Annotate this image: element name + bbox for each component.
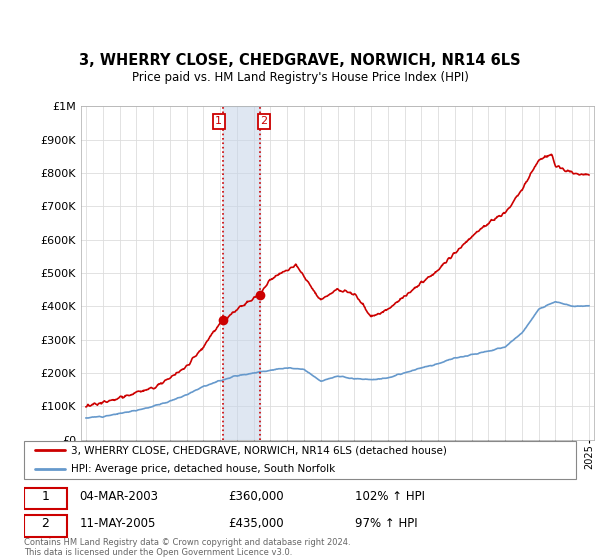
FancyBboxPatch shape xyxy=(24,441,576,479)
Text: 3, WHERRY CLOSE, CHEDGRAVE, NORWICH, NR14 6LS: 3, WHERRY CLOSE, CHEDGRAVE, NORWICH, NR1… xyxy=(79,53,521,68)
Bar xyxy=(223,106,260,440)
Text: Price paid vs. HM Land Registry's House Price Index (HPI): Price paid vs. HM Land Registry's House … xyxy=(131,71,469,84)
Text: 3, WHERRY CLOSE, CHEDGRAVE, NORWICH, NR14 6LS (detached house): 3, WHERRY CLOSE, CHEDGRAVE, NORWICH, NR1… xyxy=(71,445,447,455)
Text: 1: 1 xyxy=(41,489,49,502)
Text: 04-MAR-2003: 04-MAR-2003 xyxy=(79,489,158,502)
Text: 11-MAY-2005: 11-MAY-2005 xyxy=(79,517,155,530)
Text: 1: 1 xyxy=(215,116,223,127)
Text: 2: 2 xyxy=(41,517,49,530)
Text: £435,000: £435,000 xyxy=(228,517,284,530)
FancyBboxPatch shape xyxy=(24,488,67,510)
Text: HPI: Average price, detached house, South Norfolk: HPI: Average price, detached house, Sout… xyxy=(71,464,335,474)
Text: £360,000: £360,000 xyxy=(228,489,284,502)
Text: Contains HM Land Registry data © Crown copyright and database right 2024.
This d: Contains HM Land Registry data © Crown c… xyxy=(24,538,350,557)
Text: 2: 2 xyxy=(260,116,268,127)
FancyBboxPatch shape xyxy=(24,515,67,537)
Text: 97% ↑ HPI: 97% ↑ HPI xyxy=(355,517,418,530)
Text: 102% ↑ HPI: 102% ↑ HPI xyxy=(355,489,425,502)
